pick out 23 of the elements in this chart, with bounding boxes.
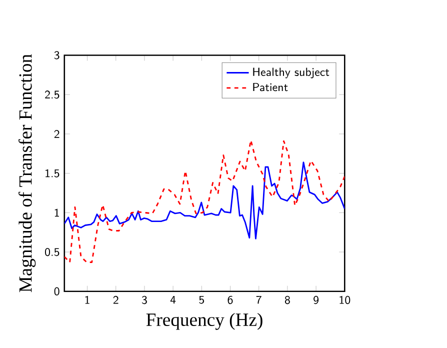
legend-label: Patient	[253, 82, 288, 91]
line-series	[64, 161, 345, 240]
x-tick-label: 9	[314, 296, 319, 304]
x-tick-label: 4	[170, 296, 176, 304]
y-tick-label: 1	[54, 208, 59, 216]
x-tick-label: 8	[284, 296, 290, 304]
x-tick-label: 6	[228, 296, 233, 304]
x-axis-title: Frequency (Hz)	[146, 312, 262, 330]
x-tick-label: 10	[340, 296, 350, 304]
y-tick-label: 0.5	[45, 248, 60, 256]
y-tick-label: 2	[54, 130, 60, 138]
x-tick-label: 1	[85, 296, 90, 304]
x-tick-label: 5	[199, 296, 204, 304]
y-tick-label: 2.5	[45, 90, 60, 98]
x-tick-label: 3	[142, 296, 147, 304]
legend-label: Healthy subject	[253, 68, 330, 78]
line-series	[64, 139, 345, 263]
x-tick-label: 7	[256, 296, 262, 304]
y-tick-label: 0	[54, 287, 60, 296]
y-tick-label: 1.5	[46, 169, 60, 178]
y-tick-label: 3	[54, 50, 60, 60]
x-tick-label: 2	[113, 296, 118, 304]
y-axis-title: Magnitude of Transfer Function	[18, 54, 36, 292]
